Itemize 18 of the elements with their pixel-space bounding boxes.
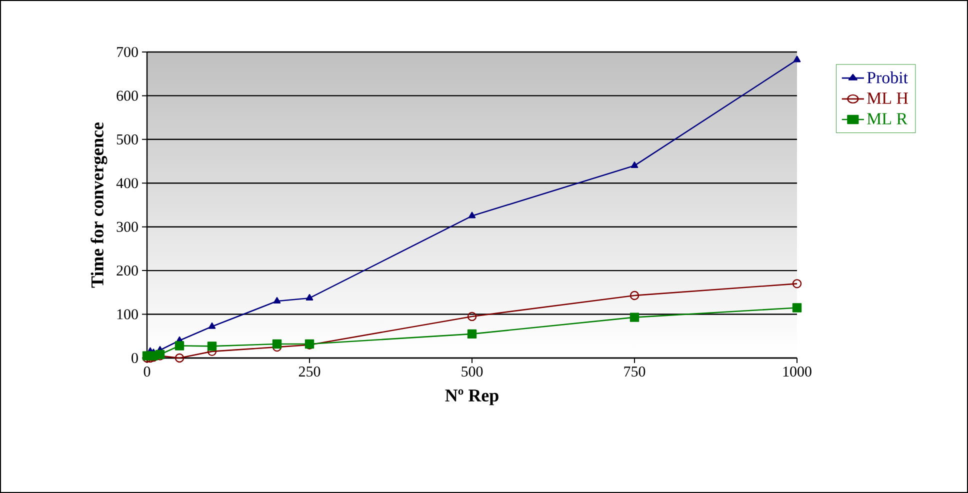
legend-label: ML R bbox=[867, 113, 908, 124]
y-tick-label: 0 bbox=[132, 352, 138, 364]
y-tick-label: 300 bbox=[116, 222, 138, 232]
legend-label: ML H bbox=[867, 92, 908, 104]
x-tick-label: 250 bbox=[298, 366, 320, 377]
y-tick-label: 100 bbox=[117, 309, 138, 320]
y-tick-label: 400 bbox=[116, 178, 138, 188]
x-tick-label: 500 bbox=[462, 366, 483, 377]
x-tick-label: 750 bbox=[624, 366, 646, 377]
x-tick-label: 1000 bbox=[783, 366, 812, 377]
y-tick-label: 200 bbox=[116, 266, 138, 276]
y-tick-label: 500 bbox=[116, 134, 138, 144]
y-tick-label: 600 bbox=[116, 90, 138, 101]
x-tick-label: 0 bbox=[144, 366, 150, 377]
x-axis-title: Nº Rep bbox=[445, 389, 498, 406]
y-tick-label: 700 bbox=[117, 46, 138, 58]
legend-label: Probit bbox=[867, 71, 908, 84]
y-axis-title: Time for convergence bbox=[90, 122, 108, 288]
